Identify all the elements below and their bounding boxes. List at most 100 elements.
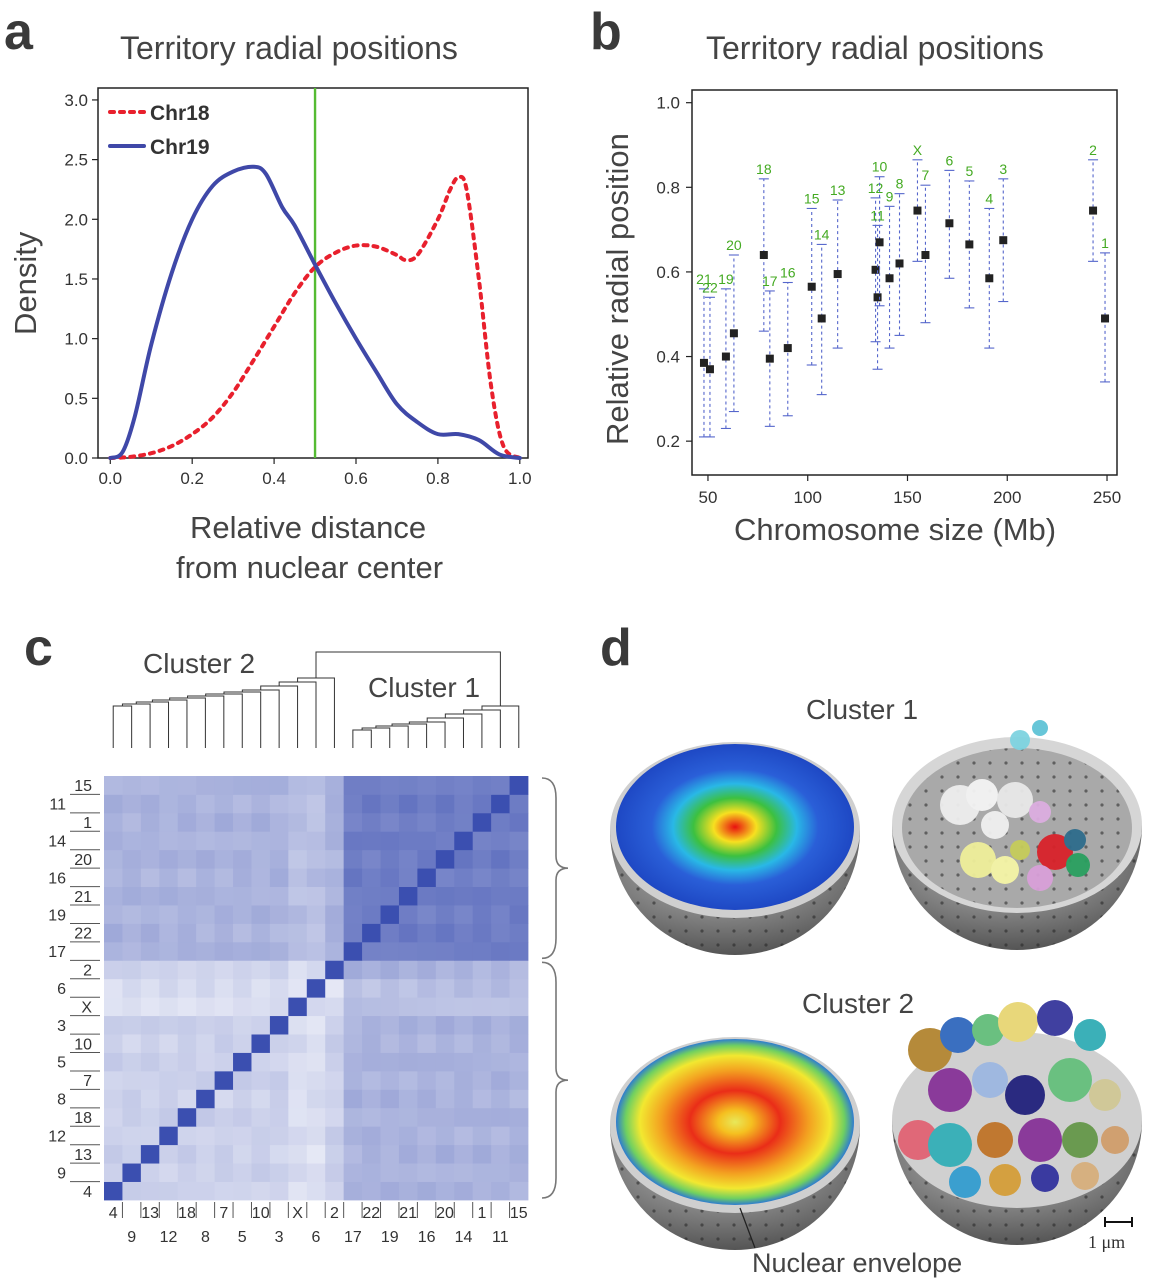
heatmap-cell	[269, 1144, 289, 1164]
heatmap-cell	[491, 1144, 510, 1164]
heatmap-cell	[325, 1052, 345, 1072]
heatmap-cell	[509, 1070, 529, 1090]
label-chr5: 5	[965, 163, 973, 179]
heatmap-cell	[122, 1144, 142, 1164]
heatmap-cell	[306, 776, 326, 795]
heatmap-cell	[159, 1034, 179, 1053]
heatmap-cell	[196, 849, 216, 869]
row-label-6: 6	[57, 981, 66, 998]
heatmap-cell	[454, 1107, 474, 1127]
heatmap-cell	[122, 868, 142, 888]
panel-a-title: Territory radial positions	[120, 30, 458, 66]
heatmap-cell	[343, 1052, 363, 1072]
heatmap-cell	[196, 886, 216, 906]
heatmap-cell	[122, 997, 142, 1017]
dendrogram-link	[315, 651, 501, 706]
heatmap-cell	[509, 776, 529, 795]
label-chr2: 2	[1089, 142, 1097, 158]
heatmap-cell	[233, 776, 252, 795]
heatmap-cell	[435, 1015, 455, 1035]
heatmap-cell	[288, 1144, 308, 1164]
heatmap-cell	[269, 1163, 289, 1182]
label-chr19: 19	[718, 271, 734, 287]
heatmap-cell	[472, 941, 492, 961]
heatmap-cell	[104, 776, 123, 795]
heatmap-cell	[362, 1144, 381, 1164]
heatmap-cell	[454, 849, 474, 869]
heatmap-cell	[491, 849, 510, 869]
heatmap-cell	[325, 1144, 345, 1164]
heatmap-cell	[104, 941, 123, 961]
heatmap-cell	[380, 997, 400, 1017]
point-chr16	[783, 344, 792, 353]
panel-a-xlabel-line1: Relative distance	[190, 510, 427, 545]
x-tick-label: 250	[1093, 488, 1121, 507]
heatmap-cell	[417, 960, 437, 980]
heatmap-cell	[417, 941, 437, 961]
heatmap-cell	[269, 1089, 289, 1109]
heatmap-cell	[380, 960, 400, 980]
heatmap-cell	[306, 794, 326, 814]
heatmap-cell	[196, 1181, 216, 1201]
heatmap-cell	[269, 849, 289, 869]
heatmap-cell	[159, 1089, 179, 1109]
heatmap-cell	[454, 831, 474, 851]
heatmap-cell	[233, 960, 252, 980]
heatmap-cell	[251, 1089, 271, 1109]
heatmap-cell	[251, 1034, 271, 1053]
heatmap-cell	[325, 831, 345, 851]
heatmap-cell	[398, 1144, 418, 1164]
heatmap-cell	[472, 997, 492, 1017]
heatmap-cell	[104, 1052, 123, 1072]
heatmap-cell	[343, 1034, 363, 1053]
heatmap-cell	[509, 1034, 529, 1053]
heatmap-cell	[177, 1089, 197, 1109]
heatmap-cell	[343, 1089, 363, 1109]
point-chr20	[729, 329, 738, 338]
heatmap-cell	[491, 1052, 510, 1072]
heatmap-cell	[509, 905, 529, 924]
heatmap-cell	[454, 960, 474, 980]
point-chr7	[921, 251, 930, 259]
heatmap-cell	[472, 960, 492, 980]
heatmap-cell	[159, 997, 179, 1017]
heatmap-cell	[417, 1107, 437, 1127]
heatmap-cell	[214, 1089, 234, 1109]
heatmap-cell	[177, 794, 197, 814]
heatmap-cell	[509, 849, 529, 869]
heatmap-cell	[398, 978, 418, 998]
cluster1-label: Cluster 1	[368, 672, 481, 703]
heatmap-cell	[177, 941, 197, 961]
heatmap-cell	[214, 905, 234, 924]
heatmap-cell	[214, 1107, 234, 1127]
y-tick-label: 1.5	[64, 270, 88, 289]
heatmap-cell	[306, 1163, 326, 1182]
heatmap-cell	[140, 1107, 160, 1127]
heatmap-cell	[509, 831, 529, 851]
row-label-2: 2	[83, 963, 92, 980]
row-label-5: 5	[57, 1055, 66, 1072]
heatmap-cell	[362, 812, 381, 832]
point-chr6	[945, 219, 954, 228]
heatmap-cell	[159, 1070, 179, 1090]
heatmap-cell	[491, 1107, 510, 1127]
heatmap-cell	[196, 868, 216, 888]
heatmap-cell	[362, 849, 381, 869]
row-label-14: 14	[48, 834, 66, 851]
heatmap-cell	[251, 849, 271, 869]
heatmap-cell	[196, 905, 216, 924]
heatmap-cell	[122, 1070, 142, 1090]
heatmap-cell	[159, 1052, 179, 1072]
heatmap-cell	[233, 794, 252, 814]
heatmap-cell	[104, 960, 123, 980]
heatmap-cell	[251, 812, 271, 832]
heatmap-cell	[325, 1126, 345, 1146]
heatmap-cell	[454, 776, 474, 795]
heatmap-cell	[251, 1107, 271, 1127]
col-label-4: 4	[109, 1205, 118, 1222]
heatmap-cell	[159, 978, 179, 998]
point-chr11	[873, 293, 882, 302]
heatmap-cell	[269, 1070, 289, 1090]
heatmap-cell	[343, 1107, 363, 1127]
heatmap-cell	[288, 886, 308, 906]
